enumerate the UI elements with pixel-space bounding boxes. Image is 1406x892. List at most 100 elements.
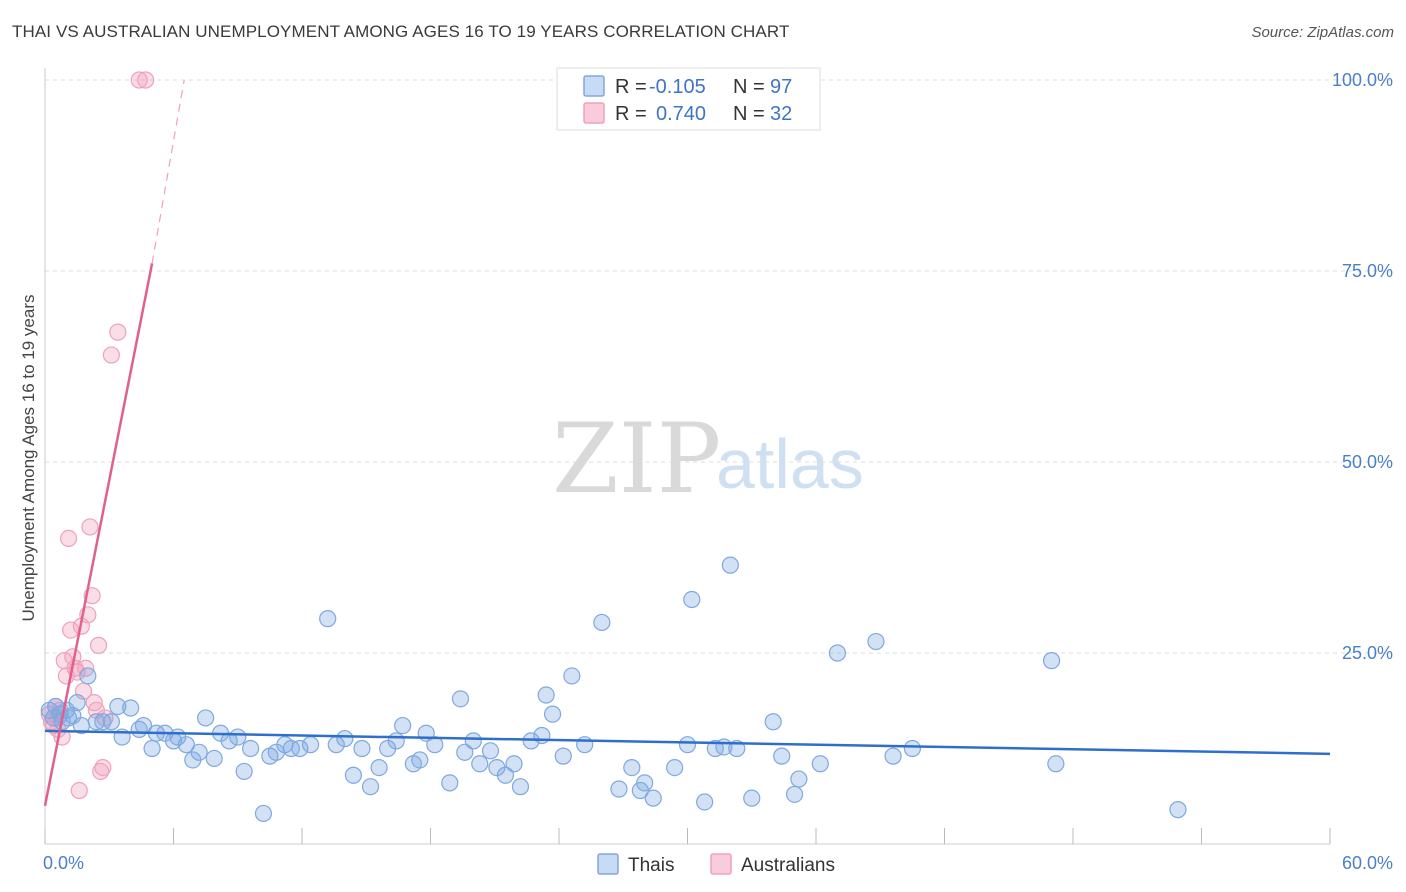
australians-points [40,71,155,800]
australians-point [89,636,108,654]
watermark-atlas: atlas [716,425,864,503]
thais-point [254,804,273,823]
thais-trend-line [44,729,1331,756]
y-tick-labels: 25.0% 50.0% 75.0% 100.0% [1332,70,1393,663]
thais-point [394,716,412,735]
thais-point [411,751,429,769]
thais-point [721,556,739,574]
thais-point [344,766,362,784]
thais-point [903,739,921,758]
thais-point [496,766,515,784]
legend-australians-n-label: N = [733,103,765,125]
thais-point [353,739,371,758]
australians-trend-line-extension [151,79,185,264]
thais-point [205,749,223,768]
thais-points [40,556,1187,823]
thais-point [361,778,380,796]
thais-point [291,739,309,758]
thais-point [636,774,654,792]
bottom-legend-australians-swatch [710,853,732,875]
thais-point [811,755,829,773]
thais-point [785,785,804,803]
thais-point [143,739,161,758]
chart-source: Source: ZipAtlas.com [1251,24,1394,41]
series-legend: Thais Australians [597,853,835,876]
thais-point [336,729,354,748]
x-tick-label-min: 0.0% [43,853,84,873]
thais-point [563,667,581,685]
thais-point [593,613,611,632]
australians-point [59,529,78,548]
correlation-legend: R = -0.105 N = 97 R = 0.740 N = 32 [556,67,821,131]
thais-point [387,732,405,750]
chart-title: THAI VS AUSTRALIAN UNEMPLOYMENT AMONG AG… [12,22,790,41]
thais-point [109,697,127,716]
australians-point [109,323,127,341]
thais-point [576,736,594,754]
thais-point [177,736,195,754]
thais-point [481,742,500,760]
legend-thais-swatch [583,75,605,97]
thais-point [644,789,662,807]
thais-point [696,793,714,811]
thais-point [471,755,489,773]
thais-point [706,739,724,758]
australians-point [94,758,112,777]
thais-point [1169,801,1187,819]
thais-point [68,694,86,712]
x-tick-label-max: 60.0% [1342,853,1393,873]
thais-point [666,758,684,777]
thais-point [1042,652,1061,670]
axes [44,68,1331,845]
thais-point [79,667,97,685]
australians-point [70,781,88,800]
watermark-zip: ZIP [552,403,721,515]
thais-point [301,736,320,754]
thais-point [1047,755,1065,773]
thais-point [505,755,523,773]
thais-point [370,758,388,777]
thais-point [122,699,140,717]
bottom-legend-thais-label: Thais [628,855,674,876]
australians-trend-line [43,263,154,807]
thais-point [828,644,847,662]
y-tick-label: 50.0% [1342,452,1393,472]
bottom-legend-thais-swatch [597,853,619,875]
thais-point [610,780,628,798]
thais-point [884,747,902,765]
y-tick-label: 100.0% [1332,70,1393,90]
x-tick-labels: 0.0% 60.0% [43,853,1393,873]
thais-point [235,762,253,781]
y-tick-label: 25.0% [1342,643,1393,663]
thais-point [743,789,761,807]
thais-point [537,686,555,704]
legend-thais-r-value: -0.105 [649,76,706,98]
legend-thais-n-value: 97 [770,76,792,98]
australians-point [102,346,120,364]
australians-point [130,71,148,89]
legend-thais-n-label: N = [733,76,765,98]
bottom-legend-australians-label: Australians [741,855,835,876]
thais-point [229,728,247,746]
thais-point [441,774,459,792]
trend-lines [43,79,1331,807]
australians-point [81,518,99,536]
legend-australians-n-value: 32 [770,103,792,125]
thais-point [543,705,562,723]
thais-point [683,590,701,609]
y-tick-label: 75.0% [1342,261,1393,281]
thais-point [102,713,120,731]
y-axis-label: Unemployment Among Ages 16 to 19 years [19,295,38,622]
grid-lines [45,79,1392,654]
thais-point [190,743,208,761]
legend-australians-swatch [583,102,605,124]
thais-point [197,709,215,727]
thais-point [554,747,572,765]
thais-point [451,690,470,708]
thais-point [623,758,641,777]
thais-point [319,610,337,628]
thais-point [511,778,530,796]
legend-thais-r-label: R = [615,76,647,98]
legend-australians-r-label: R = [615,103,647,125]
